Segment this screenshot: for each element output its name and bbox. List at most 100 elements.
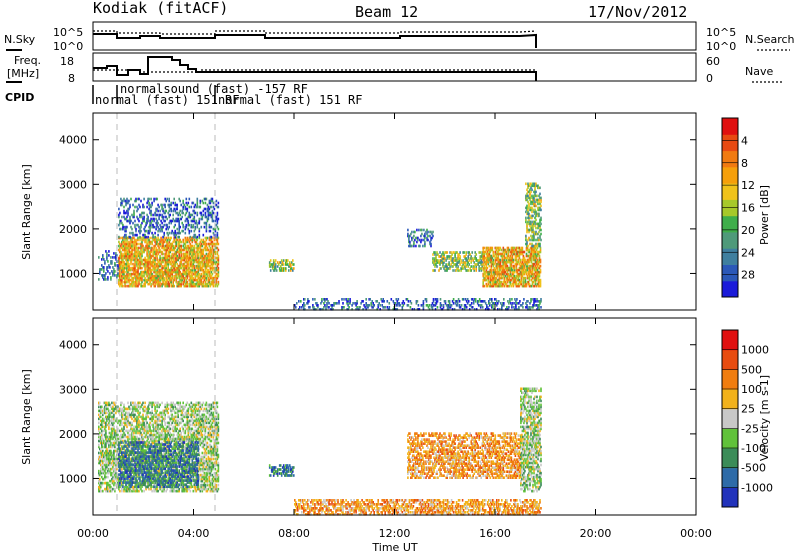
echo-cell [537, 184, 539, 188]
echo-cell [208, 280, 211, 284]
echo-cell [120, 254, 122, 258]
echo-cell [531, 306, 533, 309]
echo-cell [102, 256, 104, 259]
echo-cell [182, 225, 184, 229]
echo-cell [499, 308, 501, 311]
echo-cell [104, 425, 106, 429]
echo-cell [515, 306, 517, 309]
echo-cell [182, 268, 184, 272]
echo-cell [210, 252, 213, 256]
echo-cell [216, 264, 219, 268]
echo-cell [141, 254, 143, 258]
echo-cell [104, 409, 106, 413]
echo-cell [521, 270, 524, 274]
echo-cell [141, 274, 143, 278]
echo-cell [141, 276, 143, 280]
echo-cell [205, 264, 208, 268]
echo-cell [126, 439, 128, 443]
echo-cell [131, 423, 133, 427]
echo-cell [121, 413, 123, 417]
echo-cell [171, 272, 173, 276]
echo-cell [113, 409, 115, 413]
echo-cell [539, 220, 541, 224]
echo-cell [107, 457, 109, 461]
echo-cell [215, 266, 218, 270]
echo-cell [106, 256, 108, 259]
echo-cell [203, 207, 206, 211]
echo-cell [130, 272, 132, 276]
echo-cell [188, 274, 191, 278]
echo-cell [207, 280, 210, 284]
echo-cell [189, 246, 192, 250]
echo-cell [483, 250, 485, 254]
echo-cell [108, 471, 110, 475]
echo-cell [102, 276, 104, 279]
echo-cell [401, 306, 404, 309]
echo-cell [98, 403, 100, 407]
echo-cell [497, 302, 499, 305]
echo-cell [534, 212, 536, 216]
echo-cell [529, 268, 532, 272]
echo-cell [125, 417, 127, 421]
echo-cell [537, 306, 539, 309]
echo-cell [184, 260, 187, 264]
echo-cell [485, 252, 488, 256]
echo-cell [117, 421, 119, 425]
echo-cell [446, 308, 449, 311]
echo-cell [142, 219, 144, 223]
echo-cell [199, 211, 202, 215]
echo-cell [175, 211, 177, 215]
echo-cell [490, 278, 493, 282]
echo-cell [537, 214, 539, 218]
echo-cell [105, 403, 107, 407]
echo-cell [483, 252, 485, 256]
echo-cell [120, 439, 122, 443]
echo-cell [522, 302, 524, 305]
echo-cell [538, 200, 540, 204]
echo-cell [196, 246, 199, 250]
echo-cell [186, 256, 189, 260]
echo-cell [514, 262, 517, 266]
echo-cell [526, 194, 528, 198]
echo-cell [176, 248, 178, 252]
echo-cell [175, 280, 177, 284]
echo-cell [512, 258, 515, 262]
echo-cell [376, 300, 378, 303]
echo-cell [123, 256, 125, 260]
echo-cell [141, 270, 143, 274]
echo-cell [111, 423, 113, 427]
echo-cell [153, 278, 155, 282]
echo-cell [273, 265, 276, 268]
echo-cell [489, 258, 492, 262]
echo-cell [127, 423, 129, 427]
noise-left-label: N.Sky [4, 33, 36, 46]
echo-cell [133, 282, 135, 286]
echo-cell [539, 280, 542, 284]
echo-cell [194, 254, 197, 258]
echo-cell [130, 197, 132, 201]
echo-cell [524, 280, 527, 284]
echo-cell [127, 270, 129, 274]
echo-cell [159, 240, 161, 244]
echo-cell [465, 253, 467, 256]
echo-cell [109, 463, 111, 467]
echo-cell [207, 248, 210, 252]
echo-cell [506, 278, 509, 282]
echo-cell [474, 251, 476, 254]
freq-left-tick-top: 18 [60, 55, 74, 68]
echo-cell [177, 217, 179, 221]
echo-cell [182, 244, 184, 248]
echo-cell [110, 441, 112, 445]
echo-cell [130, 457, 132, 461]
echo-cell [268, 261, 271, 264]
echo-cell [211, 242, 214, 246]
noise-left-tick-bottom: 10^0 [53, 40, 83, 53]
echo-cell [504, 262, 507, 266]
echo-cell [104, 407, 106, 411]
echo-cell [123, 242, 125, 246]
echo-cell [189, 238, 192, 242]
echo-cell [122, 483, 124, 487]
echo-cell [117, 481, 119, 485]
echo-cell [146, 244, 148, 248]
echo-cell [139, 231, 141, 235]
